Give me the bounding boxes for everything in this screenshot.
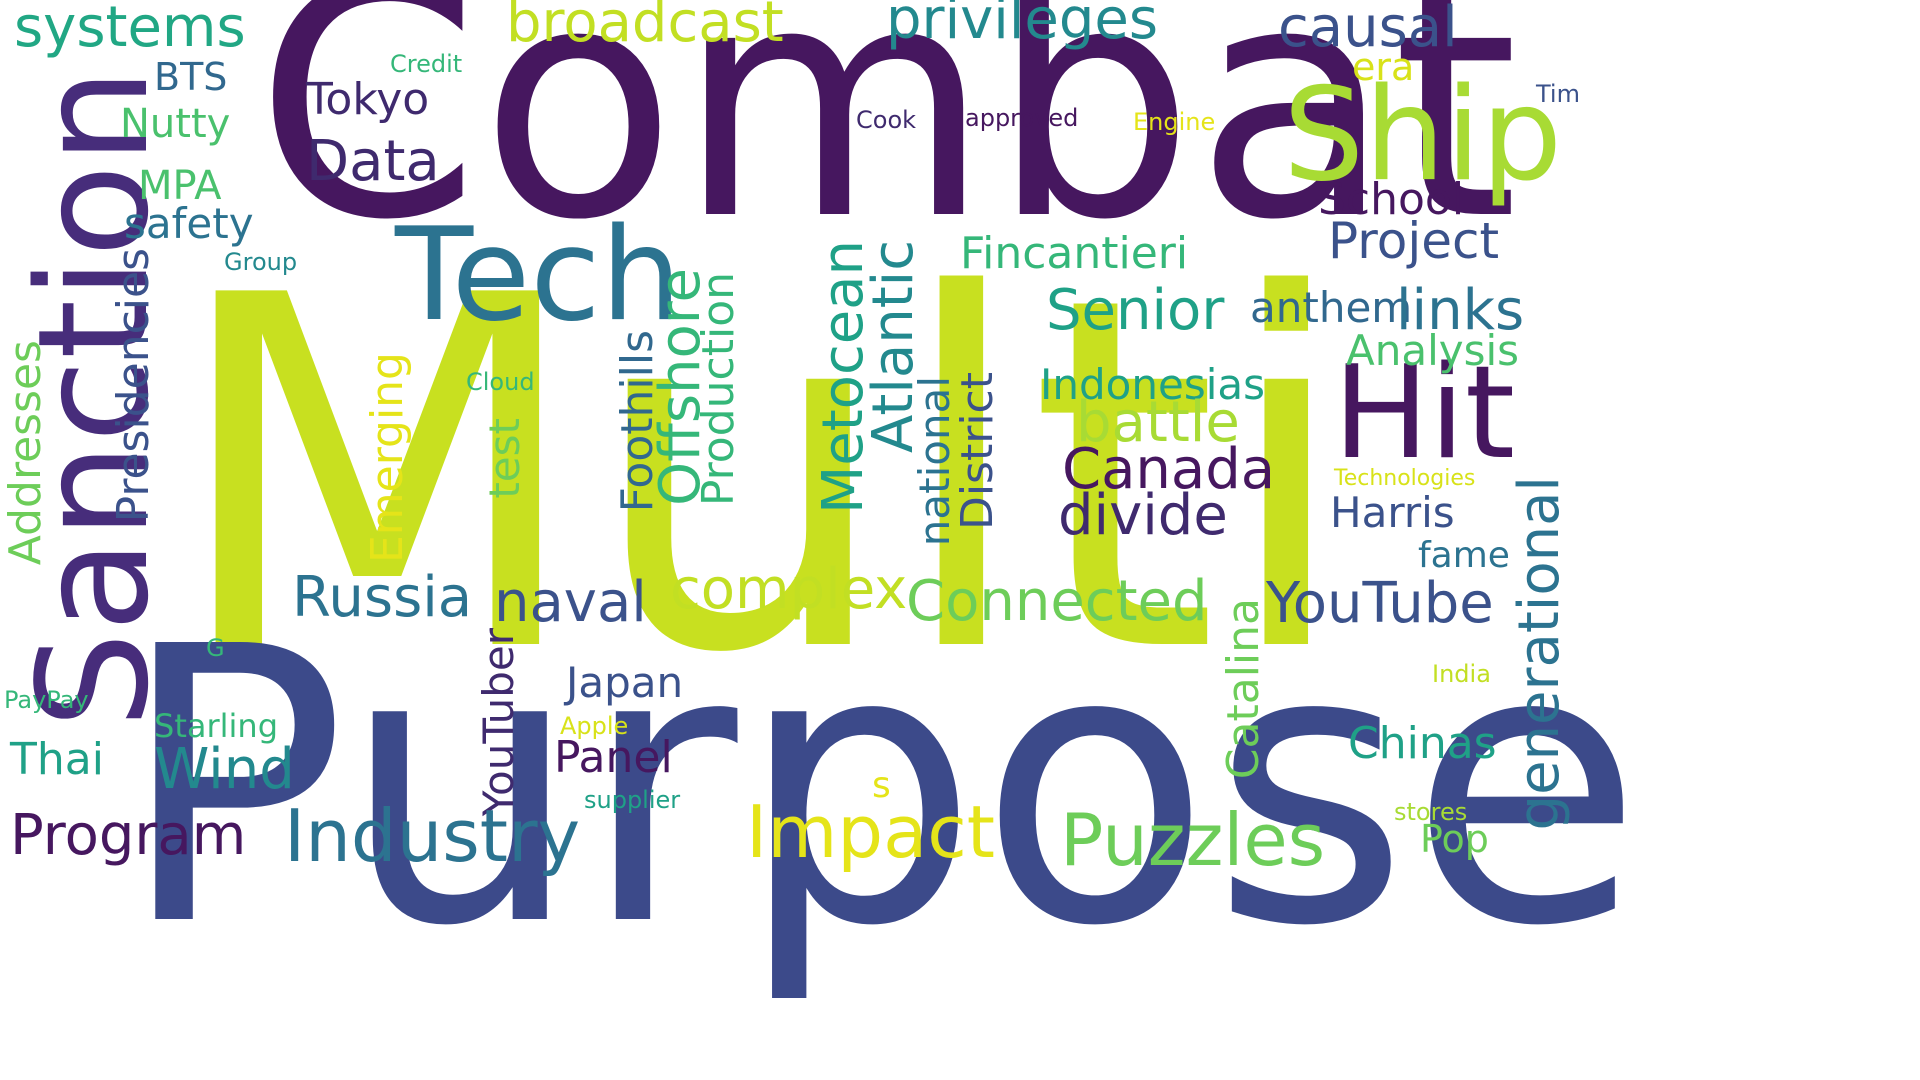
- word-impact: Impact: [746, 790, 996, 874]
- word-bts: BTS: [154, 55, 228, 99]
- word-addresses: Addresses: [0, 340, 51, 566]
- word-tech: Tech: [395, 201, 682, 350]
- word-chinas: Chinas: [1348, 718, 1497, 769]
- word-engine: Engine: [1133, 108, 1216, 136]
- word-cook: Cook: [856, 106, 917, 134]
- word-canada: Canada: [1062, 437, 1276, 502]
- word-supplier: supplier: [584, 786, 681, 814]
- word-wind: Wind: [154, 737, 295, 802]
- word-complex: complex: [670, 557, 908, 622]
- word-fincantieri: Fincantieri: [960, 228, 1189, 279]
- word-ship: Ship: [1283, 61, 1563, 210]
- word-school: School: [1318, 174, 1465, 225]
- word-tim: Tim: [1536, 80, 1580, 108]
- word-privileges: privileges: [886, 0, 1159, 52]
- word-hit: Hit: [1333, 339, 1515, 488]
- word-links: links: [1396, 278, 1525, 343]
- word-purpose: Purpose: [118, 566, 1644, 1009]
- word-starling: Starling: [154, 707, 278, 745]
- word-thai: Thai: [10, 734, 104, 785]
- word-russia: Russia: [292, 565, 473, 630]
- word-era: era: [1352, 45, 1415, 89]
- word-technologies: Technologies: [1334, 466, 1476, 491]
- word-emerging: Emerging: [362, 352, 413, 564]
- word-indonesias: Indonesias: [1040, 360, 1265, 409]
- word-japan: Japan: [566, 658, 684, 707]
- word-catalina: Catalina: [1218, 598, 1269, 780]
- word-test: test: [480, 418, 529, 499]
- word-nutty: Nutty: [120, 101, 231, 147]
- word-stores: stores: [1394, 798, 1468, 826]
- word-causal: causal: [1278, 0, 1458, 60]
- word-divide: divide: [1058, 483, 1228, 548]
- word-program: Program: [10, 803, 247, 868]
- word-connected: Connected: [906, 569, 1208, 634]
- word-pop: Pop: [1420, 817, 1489, 861]
- word-systems: systems: [14, 0, 246, 60]
- word-senior: Senior: [1046, 278, 1225, 343]
- word-cloud-label: Cloud: [466, 368, 535, 396]
- word-multi: Multi: [168, 195, 1354, 759]
- word-puzzles: Puzzles: [1060, 798, 1326, 882]
- word-project: Project: [1328, 212, 1500, 270]
- word-youtube: YouTube: [1266, 571, 1494, 636]
- word-data: Data: [306, 129, 440, 194]
- word-battle: battle: [1076, 390, 1240, 455]
- word-fame: fame: [1418, 535, 1510, 576]
- word-national: national: [910, 376, 959, 547]
- word-analysis: Analysis: [1346, 326, 1520, 375]
- word-industry: Industry: [284, 794, 581, 878]
- word-credit: Credit: [390, 50, 463, 78]
- word-production: Production: [693, 272, 744, 507]
- word-approved: approved: [965, 104, 1079, 132]
- word-presidencies: Presidencies: [108, 248, 159, 523]
- word-mpa: MPA: [138, 163, 222, 209]
- word-g: G: [206, 634, 225, 662]
- word-tokyo: Tokyo: [306, 74, 430, 125]
- word-naval: naval: [494, 570, 647, 635]
- word-s: s: [872, 765, 891, 806]
- word-broadcast: broadcast: [506, 0, 784, 55]
- word-district: District: [952, 372, 1003, 531]
- word-panel: Panel: [554, 732, 673, 783]
- word-generational: generational: [1507, 476, 1572, 831]
- word-youtuber: YouTuber: [474, 628, 523, 817]
- word-anthem: anthem: [1250, 283, 1413, 332]
- word-harris: Harris: [1330, 488, 1455, 537]
- word-paypay: PayPay: [4, 686, 89, 714]
- word-india: India: [1432, 660, 1491, 688]
- word-apple: Apple: [560, 712, 629, 740]
- word-safety: safety: [124, 199, 254, 248]
- word-combat: Combat: [255, 0, 1519, 290]
- word-group: Group: [224, 248, 298, 276]
